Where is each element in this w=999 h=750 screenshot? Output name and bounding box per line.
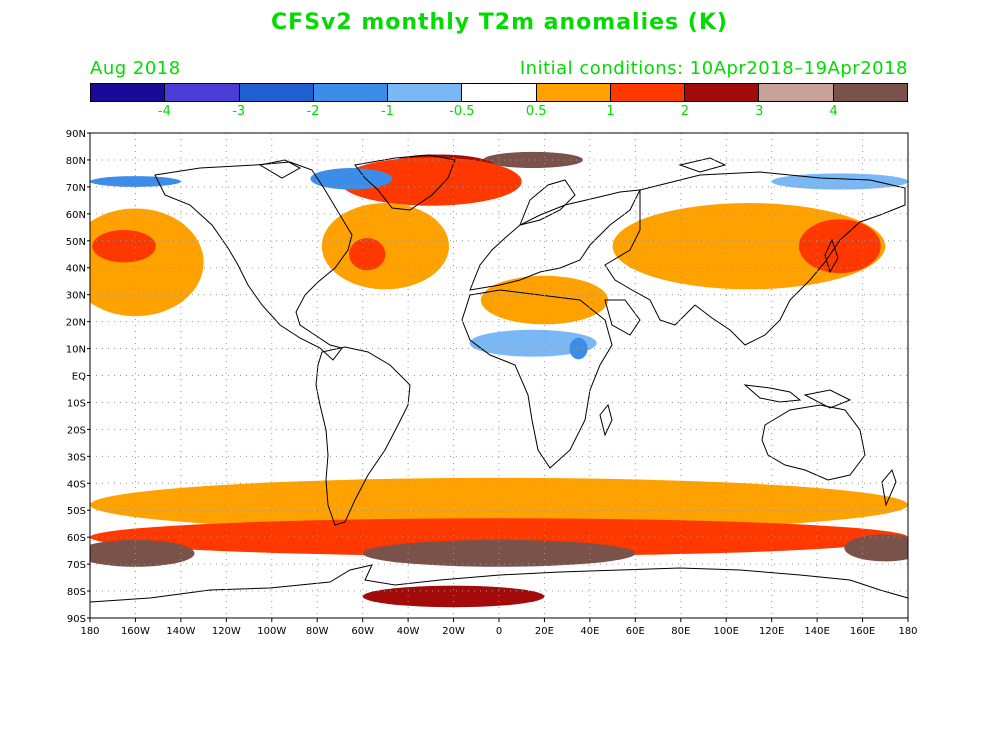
latitude-labels: 90N 80N 70N 60N 50N 40N 30N 20N 10N EQ 10S 20S 30S 40… <box>66 129 90 625</box>
longitude-tick-label: 20W <box>442 626 465 637</box>
legend-swatch-10 <box>833 84 907 101</box>
latitude-tick-label: 80S <box>67 587 86 598</box>
anomaly-region-warm_0.5_1 <box>480 275 609 325</box>
legend-swatch-3 <box>313 84 389 101</box>
longitude-tick-label: 140W <box>166 626 195 637</box>
latitude-tick-label: 60N <box>66 210 86 221</box>
longitude-labels: 180 160W 140W 120W 100W 80W 60W 40W 20W 0 20E 40E 60… <box>80 618 918 637</box>
longitude-tick-label: 40E <box>580 626 599 637</box>
coastlines <box>90 154 908 603</box>
latitude-tick-label: 20N <box>66 318 86 329</box>
longitude-tick-label: 60W <box>351 626 374 637</box>
longitude-tick-label: 60E <box>626 626 645 637</box>
longitude-tick-label: 160W <box>121 626 150 637</box>
valid-month-label: Aug 2018 <box>90 58 181 79</box>
legend-tick-label: 1 <box>606 104 615 119</box>
legend-swatch-2 <box>239 84 314 101</box>
legend-swatch-6 <box>536 84 611 101</box>
anomaly-region-cold_0.5_1 <box>469 329 597 357</box>
latitude-tick-label: 60S <box>67 533 86 544</box>
latitude-tick-label: 30N <box>66 291 86 302</box>
anomaly-shading <box>90 151 908 608</box>
longitude-tick-label: 180 <box>898 626 917 637</box>
latitude-tick-label: EQ <box>72 372 86 383</box>
longitude-tick-label: 0 <box>496 626 502 637</box>
legend-swatch-4 <box>388 84 463 101</box>
latitude-tick-label: 70S <box>67 560 86 571</box>
longitude-tick-label: 20E <box>535 626 554 637</box>
latitude-tick-label: 20S <box>67 425 86 436</box>
legend-tick-label: 3 <box>755 104 764 119</box>
longitude-tick-label: 40W <box>397 626 420 637</box>
legend-swatch-1 <box>165 84 240 101</box>
longitude-tick-label: 180 <box>80 626 99 637</box>
anomaly-region-cold_0.5_1 <box>771 173 908 190</box>
legend-tick-label: -4 <box>157 104 171 119</box>
anomaly-region-warm_3_4 <box>483 151 584 169</box>
latitude-tick-label: 90N <box>66 129 86 140</box>
longitude-tick-label: 120W <box>212 626 241 637</box>
anomaly-region-warm_0.5_1 <box>321 203 450 290</box>
legend-swatch-9 <box>759 84 834 101</box>
graticule <box>90 133 908 618</box>
latitude-tick-label: 70N <box>66 183 86 194</box>
legend-tick-label: -1 <box>380 104 394 119</box>
latitude-tick-label: 50N <box>66 237 86 248</box>
legend-swatch-0 <box>91 84 166 101</box>
latitude-tick-label: 40N <box>66 264 86 275</box>
color-legend-labels: -4 -3 -2 -1 -0.5 0.5 1 2 3 4 <box>90 104 908 120</box>
latitude-tick-label: 30S <box>67 452 86 463</box>
longitude-tick-label: 100E <box>714 626 739 637</box>
longitude-tick-label: 80E <box>671 626 690 637</box>
anomaly-region-warm_1_2 <box>349 238 386 271</box>
legend-swatch-5 <box>462 84 537 101</box>
color-legend-bar <box>90 83 908 102</box>
anomaly-region-warm_2_3 <box>362 585 545 608</box>
legend-tick-label: 4 <box>829 104 838 119</box>
anomaly-region-warm_3_4 <box>844 534 908 562</box>
legend-tick-label: -2 <box>306 104 320 119</box>
legend-tick-label: 2 <box>680 104 690 119</box>
legend-tick-label: -3 <box>232 104 246 119</box>
latitude-tick-label: 50S <box>67 506 86 517</box>
initial-conditions-label: Initial conditions: 10Apr2018–19Apr2018 <box>519 58 908 79</box>
latitude-tick-label: 40S <box>67 479 86 490</box>
legend-tick-label: 0.5 <box>525 104 547 119</box>
longitude-tick-label: 100W <box>257 626 286 637</box>
anomaly-region-warm_1_2 <box>339 157 522 206</box>
longitude-tick-label: 160E <box>850 626 875 637</box>
latitude-tick-label: 90S <box>67 614 86 625</box>
longitude-tick-label: 140E <box>804 626 829 637</box>
anomaly-region-warm_0.5_1 <box>90 477 908 532</box>
anomaly-region-warm_3_4 <box>90 539 195 567</box>
anomaly-region-cold_1_2 <box>569 337 588 360</box>
legend-swatch-8 <box>685 84 760 101</box>
legend-tick-label: -0.5 <box>449 104 475 119</box>
chart-title: CFSv2 monthly T2m anomalies (K) <box>271 10 728 35</box>
latitude-tick-label: 10N <box>66 345 86 356</box>
longitude-tick-label: 80W <box>306 626 329 637</box>
longitude-tick-label: 120E <box>759 626 784 637</box>
anomaly-region-warm_1_2 <box>798 219 881 274</box>
anomaly-region-warm_1_2 <box>92 230 156 263</box>
latitude-tick-label: 80N <box>66 156 86 167</box>
latitude-tick-label: 10S <box>67 398 86 409</box>
legend-swatch-7 <box>610 84 686 101</box>
anomaly-region-warm_0.5_1 <box>90 208 204 317</box>
